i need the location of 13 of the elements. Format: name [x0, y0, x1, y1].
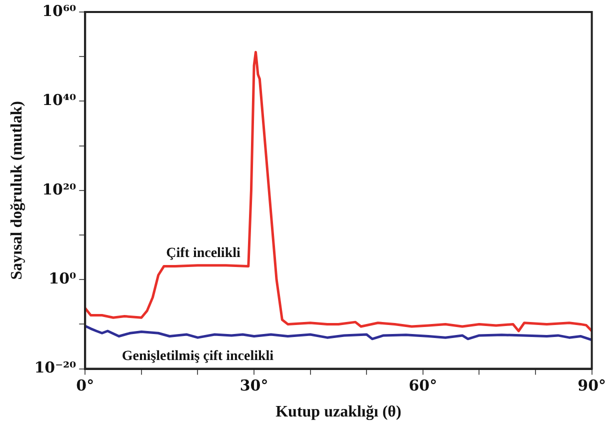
series-label: Çift incelikli	[166, 246, 240, 261]
y-tick-label: 10⁰	[48, 269, 77, 288]
series-label: Genişletilmiş çift incelikli	[122, 349, 274, 364]
y-tick-label: 10⁻²⁰	[34, 358, 77, 377]
y-axis-title: Sayısal doğruluk (mutlak)	[8, 101, 26, 280]
x-tick-label: 30°	[240, 376, 268, 395]
y-tick-label: 10⁶⁰	[42, 2, 77, 20]
x-axis-title: Kutup uzaklığı (θ)	[276, 404, 402, 421]
y-tick-label: 10²⁰	[42, 180, 77, 198]
y-tick-label: 10⁴⁰	[42, 91, 77, 110]
x-tick-label: 90°	[578, 376, 606, 395]
x-tick-label: 60°	[408, 376, 438, 395]
x-tick-label: 0°	[76, 376, 94, 395]
